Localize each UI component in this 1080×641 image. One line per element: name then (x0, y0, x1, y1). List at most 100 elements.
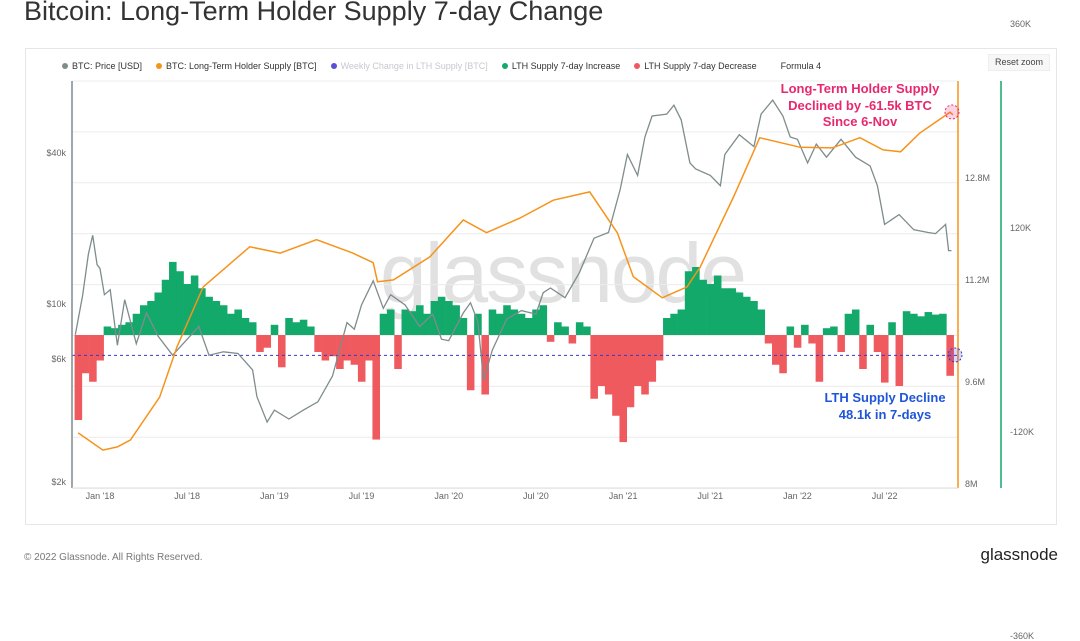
increase-bar (169, 261, 177, 335)
legend-label: Formula 4 (780, 61, 822, 71)
decrease-bar (793, 335, 802, 348)
increase-bar (132, 313, 141, 335)
decrease-bar (321, 335, 330, 361)
increase-bar (750, 301, 758, 335)
increase-bar (663, 318, 671, 335)
tick-label: -360K (1010, 631, 1035, 641)
increase-bar (830, 326, 838, 335)
increase-bar (452, 305, 460, 335)
increase-bar (234, 309, 242, 335)
legend-marker-icon (330, 63, 337, 69)
decrease-bar (590, 335, 598, 399)
tick-label: Jul '20 (523, 491, 549, 501)
decrease-bar (619, 335, 628, 443)
increase-bar (822, 328, 831, 335)
reset-zoom-button[interactable]: Reset zoom (988, 54, 1050, 71)
legend-item[interactable]: Formula 4 (781, 61, 822, 71)
tick-label: 12.8M (965, 173, 991, 183)
increase-bar (532, 309, 540, 335)
decrease-bar (466, 335, 475, 391)
increase-bar (786, 326, 795, 335)
increase-bar (219, 305, 228, 335)
legend-label: BTC: Long-Term Holder Supply [BTC] (166, 61, 317, 71)
weekly-decline-annotation: LTH Supply Decline 48.1k in 7-days (800, 390, 970, 423)
increase-bar (248, 322, 257, 335)
decrease-bar (314, 335, 322, 352)
increase-bar (735, 292, 744, 335)
decrease-bar (546, 335, 555, 342)
tick-label: Jul '18 (174, 491, 201, 501)
decrease-bar (633, 335, 642, 386)
tick-label: $2k (51, 477, 66, 487)
increase-bar (488, 309, 497, 335)
supply-decline-annotation: Long-Term Holder Supply Declined by -61.… (760, 81, 960, 131)
legend-label: LTH Supply 7-day Increase (511, 61, 621, 71)
tick-label: Jul '21 (697, 491, 724, 501)
tick-label: $6k (51, 354, 66, 365)
tick-label: 360K (1010, 19, 1032, 29)
decrease-bar (394, 335, 402, 369)
legend-item[interactable]: LTH Supply 7-day Decrease (634, 61, 757, 71)
legend-item[interactable]: Weekly Change in LTH Supply [BTC] (330, 61, 488, 71)
decrease-bar (880, 335, 889, 383)
decrease-bar (96, 335, 104, 361)
increase-bar (902, 311, 911, 335)
decrease-bar (365, 335, 373, 361)
chart-card (25, 48, 1057, 525)
increase-bar (379, 313, 388, 335)
legend-label: Weekly Change in LTH Supply [BTC] (340, 61, 488, 71)
decrease-bar (808, 335, 816, 344)
increase-bar (851, 309, 860, 335)
legend-item[interactable]: BTC: Price [USD] (62, 61, 142, 71)
increase-bar (459, 318, 468, 335)
decrease-bar (772, 335, 780, 365)
increase-bar (110, 328, 119, 335)
increase-bar (525, 318, 533, 335)
tick-label: 120K (1010, 223, 1032, 233)
glassnode-logo[interactable]: glassnode (980, 545, 1058, 564)
tick-label: $40k (46, 148, 66, 159)
decrease-bar (648, 335, 657, 382)
increase-bar (539, 305, 548, 335)
decrease-bar (612, 335, 620, 416)
decrease-bar (837, 335, 845, 352)
increase-bar (437, 296, 446, 335)
increase-bar (423, 313, 431, 335)
increase-bar (801, 324, 809, 335)
annotation-line: Declined by -61.5k BTC (788, 97, 932, 113)
decrease-bar (357, 335, 366, 382)
increase-bar (154, 292, 163, 335)
chart-legend: BTC: Price [USD] BTC: Long-Term Holder Su… (62, 61, 835, 71)
tick-label: 8M (965, 479, 978, 489)
legend-item[interactable]: LTH Supply 7-day Increase (501, 61, 621, 71)
increase-bar (888, 322, 896, 335)
increase-bar (677, 309, 686, 335)
increase-bar (285, 318, 293, 335)
tick-label: Jan '20 (434, 491, 464, 501)
tick-label: Jan '18 (85, 491, 115, 501)
increase-bar (866, 324, 875, 335)
decrease-bar (895, 335, 904, 386)
decrease-bar (815, 335, 824, 382)
legend-item[interactable]: BTC: Long-Term Holder Supply [BTC] (156, 61, 317, 71)
increase-bar (125, 322, 133, 335)
increase-bar (205, 296, 213, 335)
legend-label: LTH Supply 7-day Decrease (644, 61, 757, 71)
increase-bar (176, 271, 184, 335)
increase-bar (198, 288, 206, 335)
increase-bar (924, 312, 933, 335)
increase-bar (401, 309, 410, 335)
price-line (74, 99, 952, 424)
increase-bar (147, 301, 155, 335)
increase-bar (299, 319, 308, 335)
increase-bar (939, 313, 947, 335)
decrease-bar (764, 335, 773, 344)
increase-bar (270, 324, 279, 335)
increase-bar (103, 326, 112, 335)
increase-bar (844, 313, 853, 335)
increase-bar (561, 326, 569, 335)
legend-marker-icon (501, 63, 508, 69)
increase-bar (757, 309, 766, 335)
increase-bar (292, 322, 301, 335)
chart-plot[interactable] (0, 0, 1080, 562)
